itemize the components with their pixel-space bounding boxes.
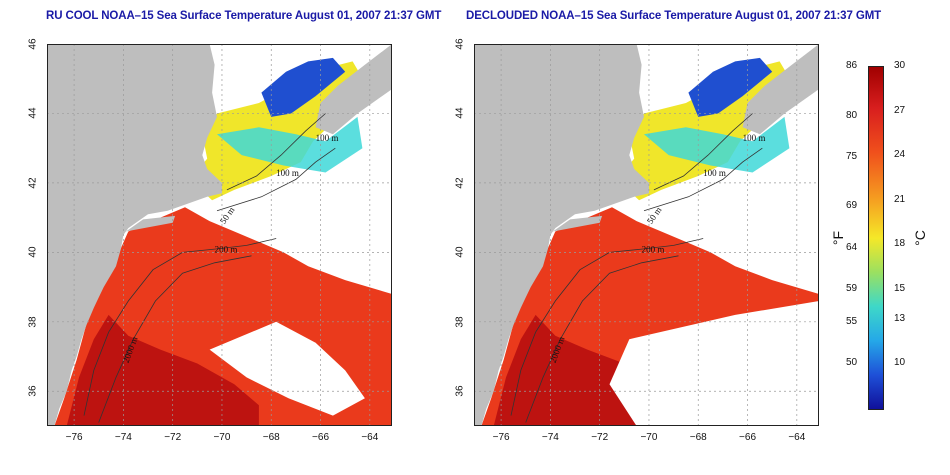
colorbar-fahrenheit-tick: 64 (846, 241, 858, 253)
long-island-land (552, 215, 603, 232)
y-tick-label: 44 (454, 107, 466, 120)
x-tick-label: −74 (541, 432, 559, 443)
colorbar-celsius-tick: 15 (894, 283, 906, 295)
y-tick-label: 42 (27, 177, 39, 189)
long-island-land (125, 215, 176, 232)
depth-contour-1 (510, 238, 704, 416)
y-tick-label: 42 (454, 177, 466, 189)
colorbar-fahrenheit-tick: 50 (846, 357, 858, 369)
x-tick-label: −68 (689, 432, 707, 443)
x-tick-label: −66 (312, 432, 330, 443)
x-tick-label: −74 (114, 432, 132, 443)
nova-scotia-land (315, 44, 392, 135)
colorbar-celsius-tick: 18 (894, 238, 906, 250)
contour-label: 200 m (642, 244, 665, 254)
contour-label: 100 m (316, 133, 339, 143)
colorbar-celsius-tick: 21 (894, 193, 906, 205)
x-tick-label: −76 (65, 432, 83, 443)
fahrenheit-unit: °F (830, 230, 847, 246)
land-mass (47, 44, 222, 426)
colorbar-celsius-tick: 24 (894, 149, 906, 161)
declouded-sst-map: 100 m 50 m 200 m 2000 m 100 m −76 −74 −72 −70 −6… (455, 38, 819, 443)
land-mass (474, 44, 649, 426)
y-tick-label: 44 (27, 107, 39, 120)
depth-contour-4 (226, 113, 326, 191)
y-tick-label: 40 (454, 246, 466, 258)
x-tick-label: −70 (213, 432, 231, 443)
contour-label: 200 m (215, 244, 238, 254)
y-tick-label: 46 (454, 38, 466, 50)
colorbar-fahrenheit-tick: 75 (846, 150, 858, 162)
left-map-title: RU COOL NOAA–15 Sea Surface Temperature … (46, 10, 442, 22)
y-tick-label: 36 (454, 385, 466, 397)
shelf-cool-band (644, 116, 790, 173)
y-tick-label: 40 (27, 246, 39, 258)
cloud-mask-2 (300, 196, 392, 260)
clouded-sst-map: 100 m 50 m 200 m 2000 m 100 m −76 −74 −72 −70 −6… (28, 38, 392, 443)
depth-contour-2 (98, 255, 252, 423)
x-tick-label: −68 (262, 432, 280, 443)
colorbar-fahrenheit-tick: 55 (846, 316, 858, 328)
colorbar-celsius-tick: 30 (894, 60, 906, 71)
contour-label: 100 m (276, 168, 299, 178)
gulf-stream-warm-core (66, 314, 259, 426)
colorbar-fahrenheit-tick: 86 (846, 60, 858, 71)
depth-contour-2 (525, 255, 679, 423)
depth-contour-3 (216, 147, 336, 212)
nova-scotia-land (742, 44, 819, 135)
x-tick-label: −64 (788, 432, 806, 443)
right-map-title: DECLOUDED NOAA–15 Sea Surface Temperatur… (466, 10, 882, 22)
y-tick-label: 36 (27, 385, 39, 397)
bay-of-fundy-cold-core (261, 57, 346, 117)
bay-of-fundy-cold-core (688, 57, 773, 117)
y-tick-label: 38 (27, 316, 39, 328)
celsius-unit: °C (911, 230, 928, 246)
temperature-colorbar (868, 66, 884, 410)
x-tick-label: −72 (591, 432, 609, 443)
x-tick-label: −64 (361, 432, 379, 443)
y-tick-label: 46 (27, 38, 39, 50)
depth-contour-1 (83, 238, 277, 416)
x-tick-label: −76 (492, 432, 510, 443)
contour-label: 100 m (743, 133, 766, 143)
colorbar-fahrenheit-tick: 80 (846, 109, 858, 121)
x-tick-label: −66 (739, 432, 757, 443)
cloud-mask-1 (609, 301, 819, 426)
cloud-mask-2 (710, 189, 819, 267)
x-tick-label: −70 (640, 432, 658, 443)
colorbar-fahrenheit-tick: 69 (846, 200, 858, 212)
colorbar-celsius-tick: 27 (894, 104, 906, 116)
colorbar-fahrenheit-tick: 59 (846, 283, 858, 295)
depth-contour-4 (653, 113, 753, 191)
y-tick-label: 38 (454, 316, 466, 328)
shelf-cool-band (217, 116, 363, 173)
map-frame-right (474, 44, 819, 426)
georges-bank-gap (663, 182, 741, 225)
georges-bank-gap (236, 182, 314, 225)
depth-contour-3 (643, 147, 763, 212)
map-frame-left (47, 44, 392, 426)
cloud-mask-1 (209, 321, 365, 416)
contour-label: 100 m (703, 168, 726, 178)
colorbar-celsius-tick: 10 (894, 357, 906, 369)
colorbar-celsius-tick: 13 (894, 312, 906, 324)
x-tick-label: −72 (164, 432, 182, 443)
